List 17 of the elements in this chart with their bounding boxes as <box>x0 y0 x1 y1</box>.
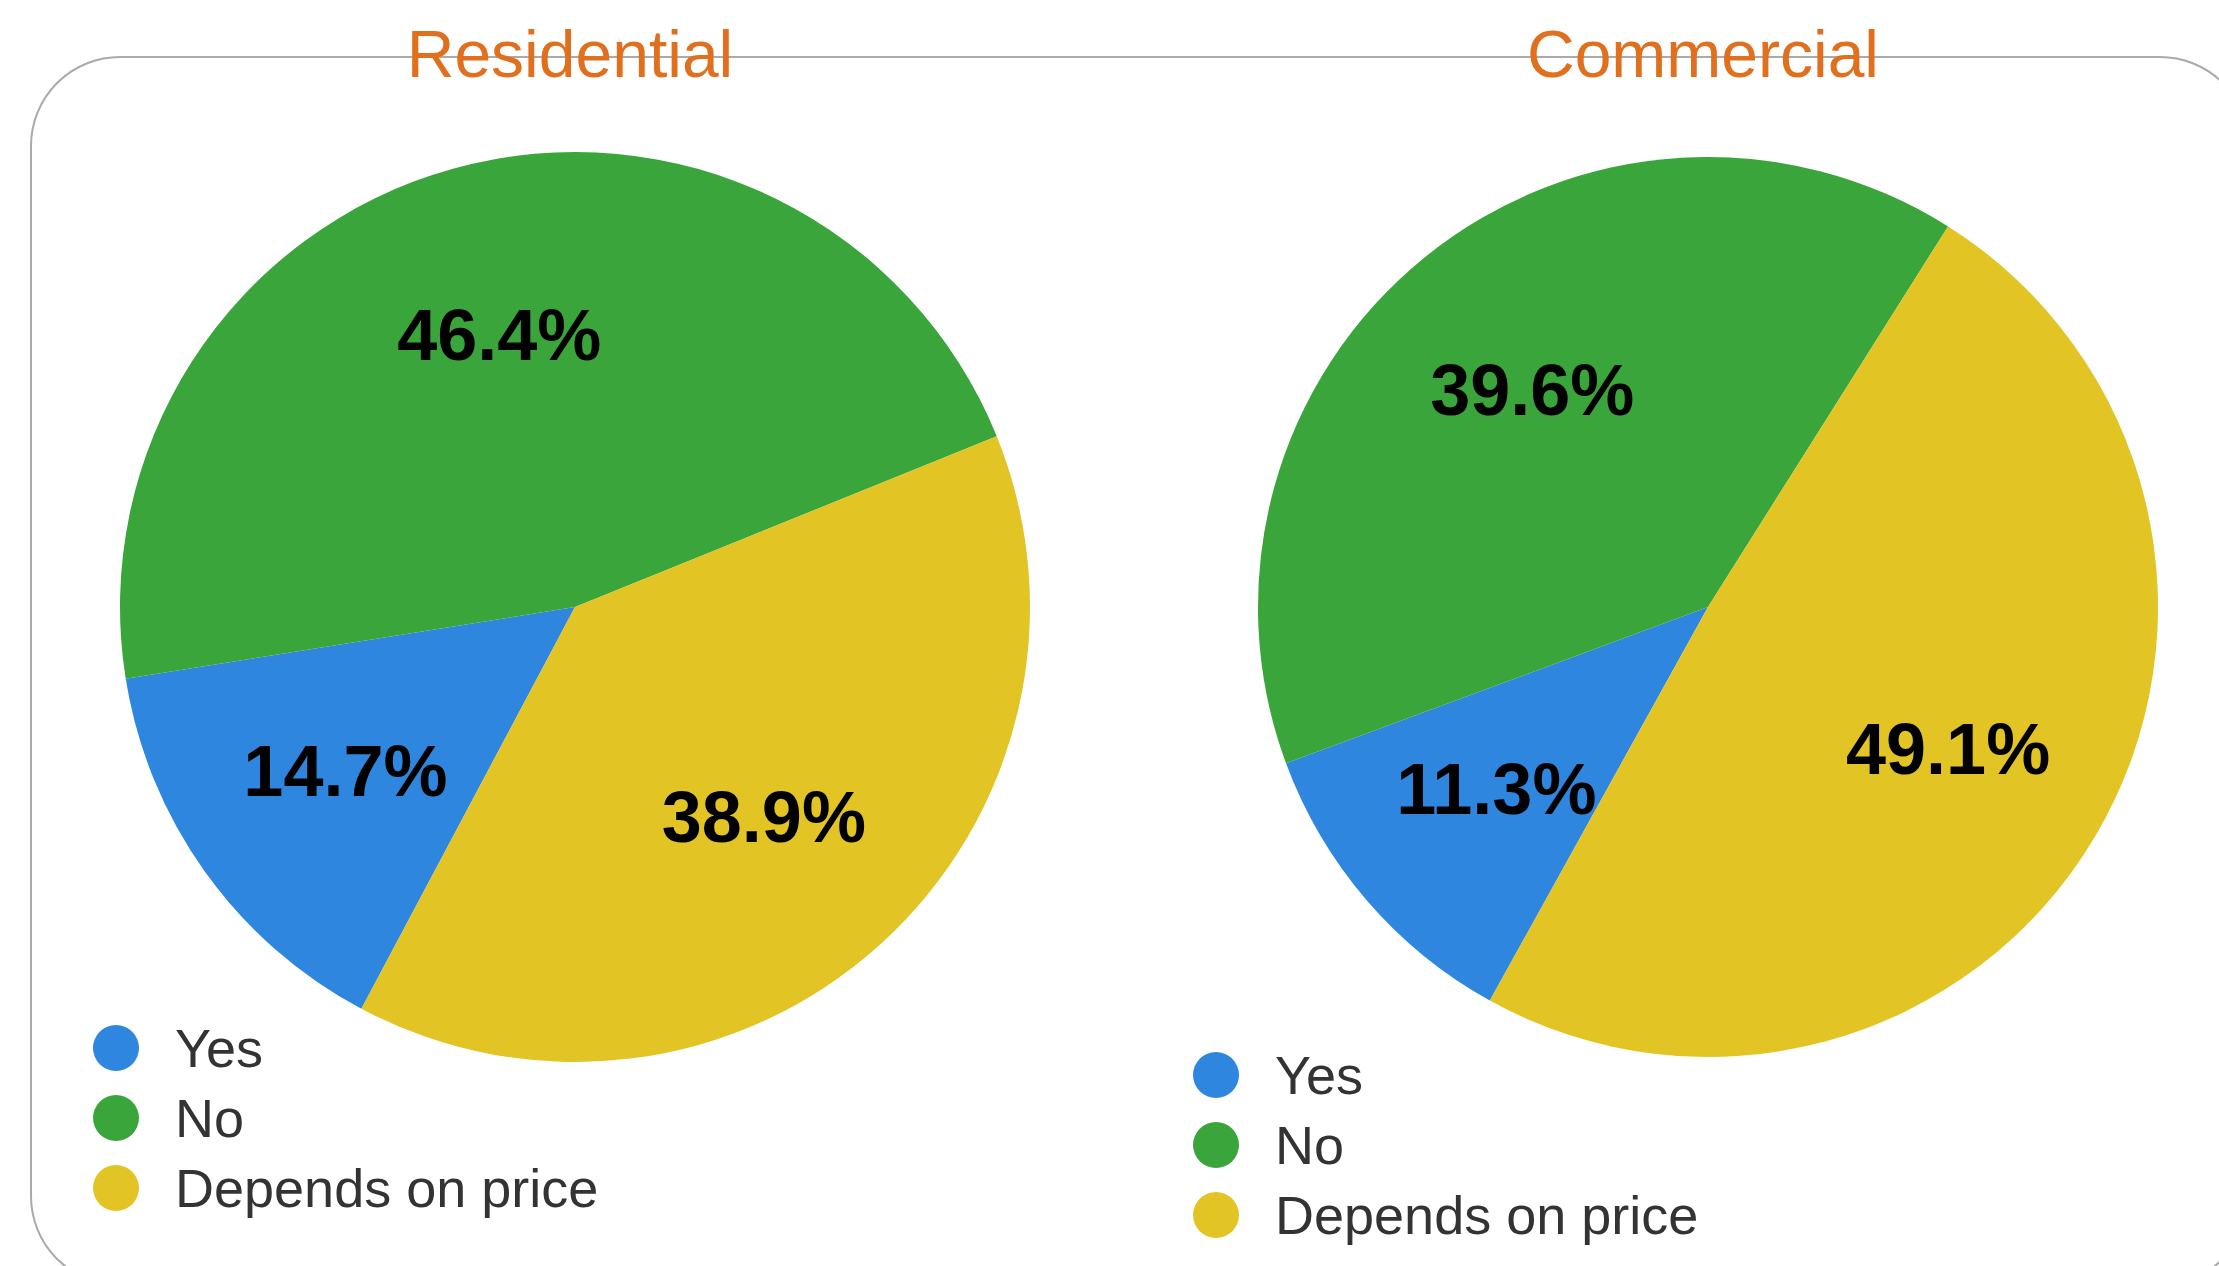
data-label: 11.3% <box>1396 748 1597 829</box>
data-label: 49.1% <box>1846 709 2051 790</box>
data-label: 39.6% <box>1430 350 1635 431</box>
legend-label: Depends on price <box>1275 1184 1699 1246</box>
data-label: 14.7% <box>243 730 448 811</box>
legend-label: No <box>175 1087 245 1149</box>
legend-label: Depends on price <box>175 1157 599 1219</box>
legend-label: No <box>1275 1114 1345 1176</box>
pie-slice <box>120 152 997 679</box>
pie-slice <box>1286 607 1708 1001</box>
chart-title: Commercial <box>1525 16 1880 92</box>
data-label: 38.9% <box>661 776 866 857</box>
pie-slice <box>125 607 575 1009</box>
legend-label: Yes <box>1275 1044 1364 1106</box>
legend-label: Yes <box>175 1017 264 1079</box>
chart-title: Residential <box>405 16 735 92</box>
data-label: 46.4% <box>397 295 602 376</box>
